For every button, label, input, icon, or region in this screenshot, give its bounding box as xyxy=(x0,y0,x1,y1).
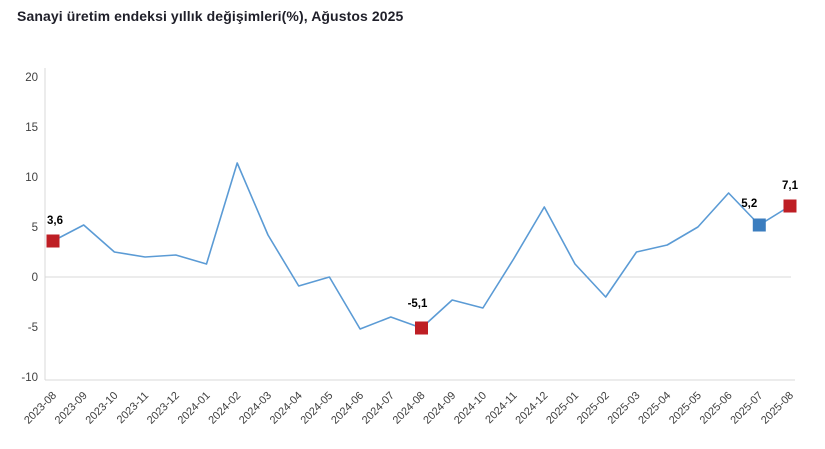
y-axis-tick-label: -5 xyxy=(28,322,38,334)
x-axis-tick-label: 2023-12 xyxy=(145,390,182,427)
data-point-label: 3,6 xyxy=(47,215,63,227)
x-axis-tick-label: 2024-01 xyxy=(176,390,213,427)
x-axis-tick-label: 2024-03 xyxy=(237,390,274,427)
x-axis-tick-label: 2023-11 xyxy=(115,390,151,426)
x-axis-tick-label: 2024-10 xyxy=(452,390,489,427)
x-axis-tick-label: 2024-05 xyxy=(298,390,335,427)
x-axis-tick-label: 2024-07 xyxy=(360,390,397,427)
y-axis-tick-label: 10 xyxy=(25,172,38,184)
x-axis-tick-label: 2024-04 xyxy=(268,390,305,427)
y-axis-tick-label: -10 xyxy=(21,372,38,384)
data-point-label: 5,2 xyxy=(741,198,757,210)
y-axis-tick-label: 5 xyxy=(32,222,38,234)
data-point-marker xyxy=(783,199,797,213)
x-axis-tick-label: 2025-05 xyxy=(667,390,704,427)
x-axis-tick-label: 2025-06 xyxy=(698,390,735,427)
x-axis-tick-label: 2025-03 xyxy=(606,390,643,427)
x-axis-tick-label: 2024-09 xyxy=(421,390,458,427)
data-point-label: -5,1 xyxy=(408,298,428,310)
x-axis-tick-label: 2025-02 xyxy=(575,390,612,427)
x-axis-tick-label: 2024-12 xyxy=(513,390,550,427)
y-axis-tick-label: 15 xyxy=(25,122,38,134)
x-axis-tick-label: 2023-09 xyxy=(53,390,90,427)
x-axis-tick-label: 2025-01 xyxy=(544,390,581,427)
chart-title: Sanayi üretim endeksi yıllık değişimleri… xyxy=(17,8,404,24)
x-axis-tick-label: 2024-06 xyxy=(329,390,366,427)
x-axis-tick-label: 2024-08 xyxy=(391,390,428,427)
x-axis-tick-label: 2025-04 xyxy=(636,390,673,427)
data-point-marker xyxy=(752,218,766,232)
data-point-label: 7,1 xyxy=(782,180,799,192)
y-axis-tick-label: 20 xyxy=(25,72,38,84)
data-point-marker xyxy=(46,234,60,248)
x-axis-tick-label: 2024-11 xyxy=(483,390,519,426)
x-axis-tick-label: 2025-08 xyxy=(759,390,796,427)
y-axis-tick-label: 0 xyxy=(32,272,38,284)
x-axis-tick-label: 2024-02 xyxy=(206,390,243,427)
data-point-marker xyxy=(414,321,428,335)
x-axis-tick-label: 2023-10 xyxy=(84,390,121,427)
x-axis-tick-label: 2023-08 xyxy=(22,390,59,427)
x-axis-tick-label: 2025-07 xyxy=(728,390,765,427)
